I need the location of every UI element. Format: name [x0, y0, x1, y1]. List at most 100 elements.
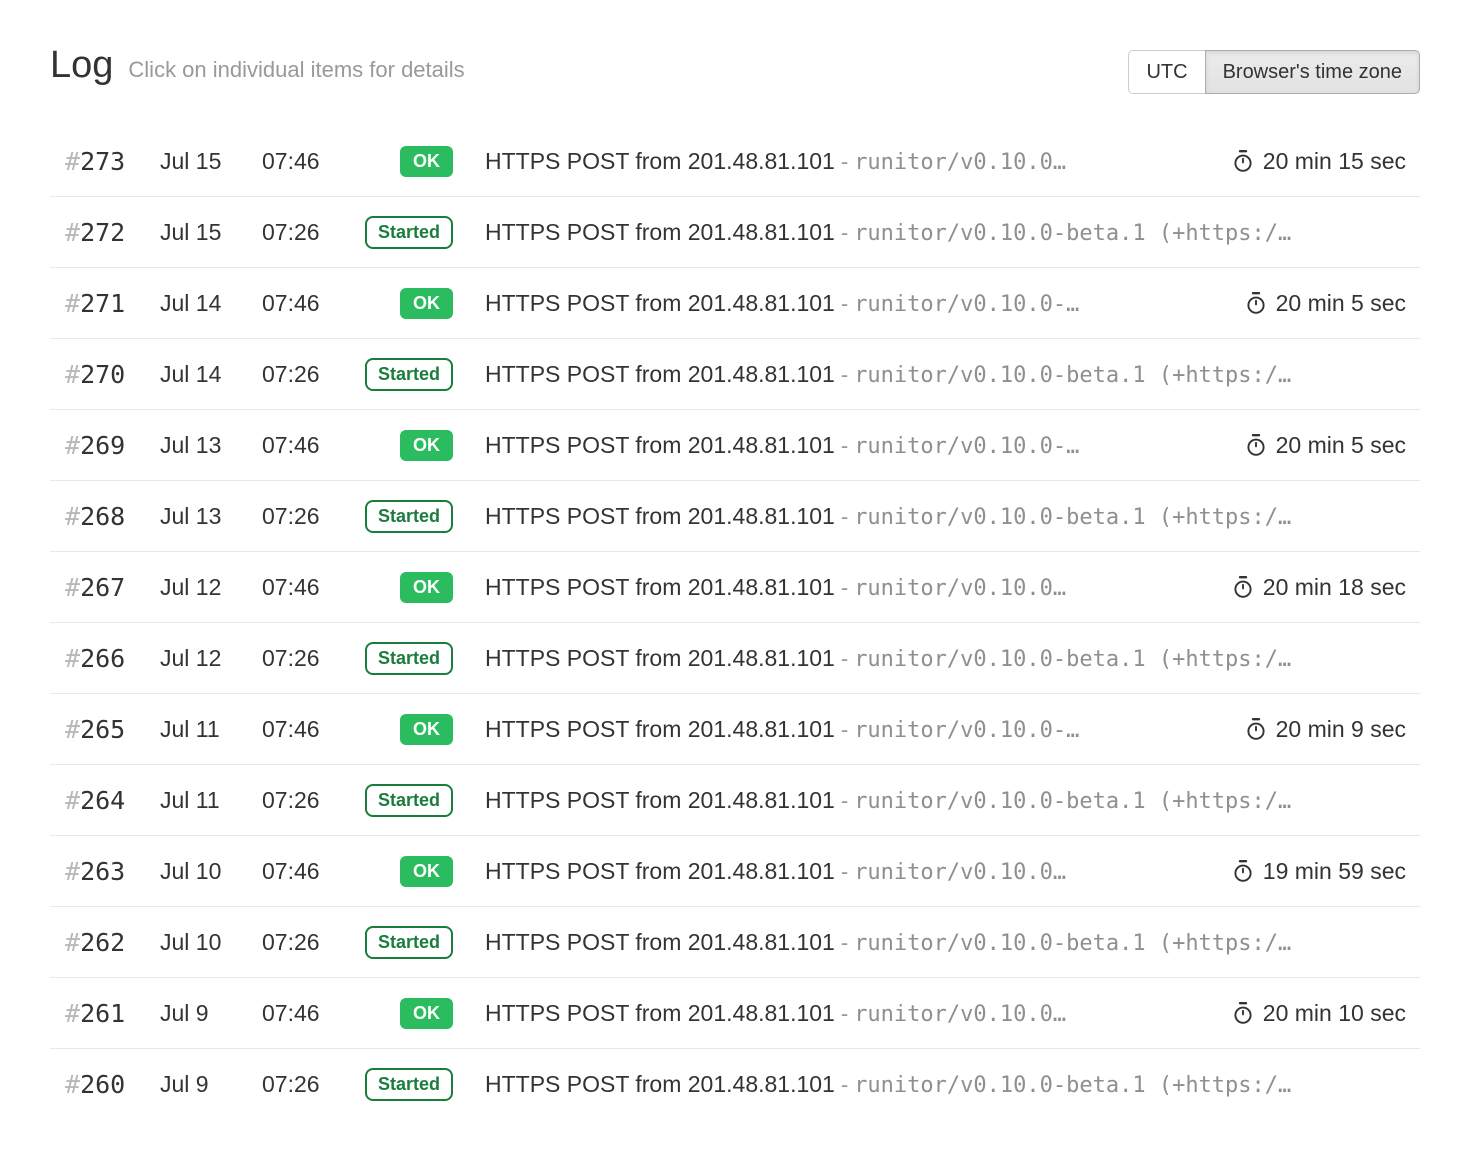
check-number: #272: [65, 218, 160, 247]
message-separator: -: [840, 929, 849, 955]
duration-text: 20 min 9 sec: [1275, 715, 1406, 742]
check-number-value: 273: [80, 146, 126, 176]
user-agent: runitor/v0.10.0-beta.1 (+https:/…: [854, 788, 1292, 814]
event-message: HTTPS POST from 201.48.81.101: [485, 1071, 835, 1097]
stopwatch-icon: [1234, 150, 1252, 172]
event-message: HTTPS POST from 201.48.81.101: [485, 857, 835, 884]
duration: 20 min 15 sec: [1232, 148, 1406, 175]
duration-text: 20 min 15 sec: [1262, 147, 1406, 174]
hash-sign: #: [65, 217, 81, 247]
user-agent: runitor/v0.10.0-beta.1 (+https:/…: [854, 1073, 1292, 1098]
hash-sign: #: [65, 785, 81, 815]
page-subtitle: Click on individual items for details: [128, 57, 465, 82]
log-row[interactable]: #272 Jul 15 07:26 Started HTTPS POST fro…: [50, 197, 1420, 268]
log-row[interactable]: #267 Jul 12 07:46 OK HTTPS POST from 201…: [50, 552, 1420, 623]
user-agent: runitor/v0.10.0-…: [854, 717, 1080, 743]
event-description: HTTPS POST from 201.48.81.101- runitor/v0…: [485, 574, 1214, 601]
event-time: 07:46: [262, 289, 320, 316]
check-number: #266: [65, 644, 160, 673]
page-title: Log: [50, 44, 114, 86]
timezone-browser-button[interactable]: Browser's time zone: [1204, 50, 1420, 94]
log-row[interactable]: #264 Jul 11 07:26 Started HTTPS POST fro…: [50, 765, 1420, 836]
event-description: HTTPS POST from 201.48.81.101- runitor/v0…: [485, 645, 1406, 672]
stopwatch-icon: [1247, 718, 1265, 740]
event-message: HTTPS POST from 201.48.81.101: [485, 999, 835, 1026]
hash-sign: #: [65, 856, 81, 886]
user-agent: runitor/v0.10.0…: [854, 859, 1067, 885]
duration: 20 min 10 sec: [1232, 1000, 1406, 1027]
title-block: Log Click on individual items for detail…: [50, 46, 465, 84]
status-badge: OK: [400, 713, 453, 745]
stopwatch-icon: [1247, 292, 1265, 314]
event-description: HTTPS POST from 201.48.81.101- runitor/v0…: [485, 787, 1406, 814]
check-number-value: 272: [80, 217, 126, 247]
hash-sign: #: [65, 714, 81, 744]
check-number-value: 265: [80, 714, 126, 744]
event-date: Jul 14: [160, 289, 222, 316]
status-badge: Started: [364, 357, 453, 391]
hash-sign: #: [65, 430, 81, 460]
check-number: #264: [65, 786, 160, 815]
log-row[interactable]: #260 Jul 9 07:26 Started HTTPS POST from…: [50, 1049, 1420, 1120]
event-time: 07:46: [262, 431, 320, 458]
user-agent: runitor/v0.10.0…: [854, 575, 1067, 601]
event-time: 07:26: [262, 218, 320, 245]
event-time: 07:46: [262, 573, 320, 600]
log-row[interactable]: #268 Jul 13 07:26 Started HTTPS POST fro…: [50, 481, 1420, 552]
user-agent: runitor/v0.10.0-…: [854, 291, 1080, 317]
message-separator: -: [840, 361, 849, 387]
log-row[interactable]: #270 Jul 14 07:26 Started HTTPS POST fro…: [50, 339, 1420, 410]
check-number: #270: [65, 360, 160, 389]
log-row[interactable]: #262 Jul 10 07:26 Started HTTPS POST fro…: [50, 907, 1420, 978]
event-message: HTTPS POST from 201.48.81.101: [485, 502, 835, 529]
status-badge: OK: [400, 855, 453, 887]
timezone-toggle: UTC Browser's time zone: [1128, 50, 1420, 94]
check-number: #263: [65, 857, 160, 886]
event-message: HTTPS POST from 201.48.81.101: [485, 786, 835, 813]
status-badge: OK: [400, 429, 453, 461]
event-time: 07:46: [262, 999, 320, 1026]
check-number-value: 271: [80, 288, 126, 318]
stopwatch-icon: [1247, 434, 1265, 456]
hash-sign: #: [65, 501, 81, 531]
event-time: 07:46: [262, 147, 320, 174]
event-date: Jul 10: [160, 857, 222, 884]
status-cell: OK: [358, 287, 453, 319]
status-badge: Started: [364, 1068, 453, 1101]
log-row[interactable]: #266 Jul 12 07:26 Started HTTPS POST fro…: [50, 623, 1420, 694]
check-number: #265: [65, 715, 160, 744]
event-description: HTTPS POST from 201.48.81.101- runitor/v0…: [485, 361, 1406, 388]
user-agent: runitor/v0.10.0-…: [854, 433, 1080, 459]
event-time: 07:46: [262, 715, 320, 742]
status-badge: OK: [400, 287, 453, 319]
status-cell: OK: [358, 997, 453, 1029]
user-agent: runitor/v0.10.0-beta.1 (+https:/…: [854, 930, 1292, 956]
log-row[interactable]: #263 Jul 10 07:46 OK HTTPS POST from 201…: [50, 836, 1420, 907]
status-badge: Started: [364, 783, 453, 817]
check-number: #273: [65, 147, 160, 176]
status-badge: OK: [400, 997, 453, 1029]
check-number: #267: [65, 573, 160, 602]
event-description: HTTPS POST from 201.48.81.101- runitor/v0…: [485, 858, 1214, 885]
timezone-utc-button[interactable]: UTC: [1128, 50, 1206, 94]
check-number-value: 268: [80, 501, 126, 531]
check-number-value: 263: [80, 856, 126, 886]
log-row[interactable]: #261 Jul 9 07:46 OK HTTPS POST from 201.…: [50, 978, 1420, 1049]
check-number-value: 266: [80, 643, 126, 673]
status-cell: Started: [358, 925, 453, 959]
duration: 19 min 59 sec: [1232, 858, 1406, 885]
event-message: HTTPS POST from 201.48.81.101: [485, 928, 835, 955]
check-number-value: 261: [80, 998, 126, 1028]
user-agent: runitor/v0.10.0-beta.1 (+https:/…: [854, 646, 1292, 672]
status-badge: Started: [364, 215, 453, 249]
hash-sign: #: [65, 643, 81, 673]
status-cell: OK: [358, 571, 453, 603]
user-agent: runitor/v0.10.0-beta.1 (+https:/…: [854, 220, 1292, 246]
log-row[interactable]: #271 Jul 14 07:46 OK HTTPS POST from 201…: [50, 268, 1420, 339]
message-separator: -: [840, 787, 849, 813]
log-row[interactable]: #273 Jul 15 07:46 OK HTTPS POST from 201…: [50, 126, 1420, 197]
check-number: #261: [65, 999, 160, 1028]
log-row[interactable]: #265 Jul 11 07:46 OK HTTPS POST from 201…: [50, 694, 1420, 765]
log-row[interactable]: #269 Jul 13 07:46 OK HTTPS POST from 201…: [50, 410, 1420, 481]
event-description: HTTPS POST from 201.48.81.101- runitor/v0…: [485, 503, 1406, 530]
